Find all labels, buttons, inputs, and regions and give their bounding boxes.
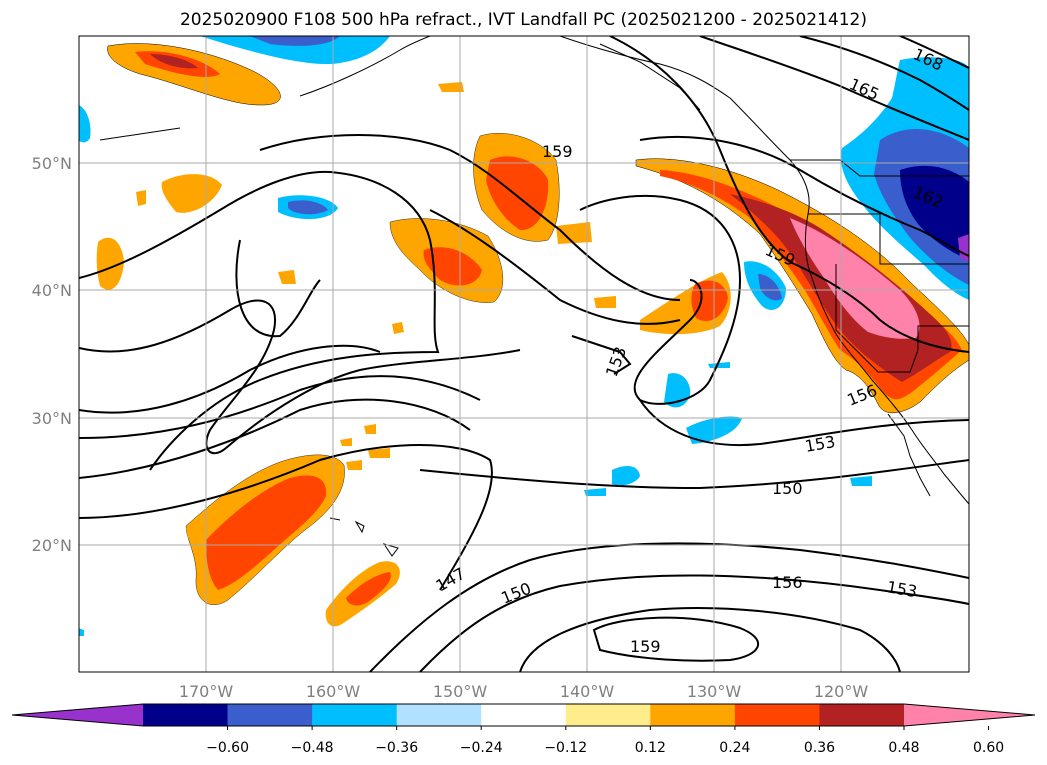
lon-label-160w: 160°W <box>306 682 361 701</box>
lat-label-40n: 40°N <box>32 281 72 300</box>
coastline-outlines <box>99 36 969 557</box>
colorbar-tick-label: 0.12 <box>635 740 666 756</box>
lat-label-30n: 30°N <box>32 409 72 428</box>
colorbar-outline <box>11 703 1036 727</box>
lat-label-20n: 20°N <box>32 536 72 555</box>
contour-label: 159 <box>630 637 661 656</box>
colorbar-tick-label: −0.12 <box>544 740 587 756</box>
lon-label-150w: 150°W <box>433 682 488 701</box>
colorbar-tick-label: −0.60 <box>206 740 249 756</box>
latitude-labels: 50°N 40°N 30°N 20°N <box>32 154 72 555</box>
contour-label: 156 <box>772 573 803 592</box>
colorbar-tick-label: 0.48 <box>888 740 919 756</box>
longitude-labels: 170°W 160°W 150°W 140°W 130°W 120°W <box>179 682 869 701</box>
graticule <box>79 36 969 672</box>
map-title: 2025020900 F108 500 hPa refract., IVT La… <box>179 10 867 30</box>
colorbar <box>11 703 1036 730</box>
lon-label-120w: 120°W <box>814 682 869 701</box>
shaded-anomaly-fields <box>79 36 969 636</box>
colorbar-segment <box>227 704 313 726</box>
colorbar-tick-label: −0.24 <box>460 740 503 756</box>
lon-label-170w: 170°W <box>179 682 234 701</box>
lat-label-50n: 50°N <box>32 154 72 173</box>
colorbar-tick-label: 0.36 <box>804 740 835 756</box>
colorbar-tick-labels: −0.60 −0.48 −0.36 −0.24 −0.12 0.12 0.24 … <box>206 740 1004 756</box>
colorbar-segment <box>734 704 820 726</box>
colorbar-extend-high <box>904 704 1035 726</box>
contour-label: 150 <box>772 479 803 498</box>
colorbar-segment <box>396 704 482 726</box>
colorbar-tick-label: −0.36 <box>375 740 418 756</box>
colorbar-extend-low <box>12 704 143 726</box>
height-contours <box>79 36 969 672</box>
map-frame <box>78 35 970 673</box>
colorbar-tick-label: 0.60 <box>973 740 1004 756</box>
map-plot-area: 168 165 162 159 159 153 156 153 150 147 … <box>79 36 969 672</box>
colorbar-tick-label: 0.24 <box>719 740 750 756</box>
lon-label-130w: 130°W <box>687 682 742 701</box>
contour-label: 159 <box>542 142 573 161</box>
colorbar-segment <box>312 704 398 726</box>
colorbar-segment <box>143 704 229 726</box>
colorbar-segment <box>650 704 736 726</box>
colorbar-segment <box>481 704 567 726</box>
colorbar-segment <box>819 704 905 726</box>
colorbar-segment <box>565 704 651 726</box>
colorbar-tick-label: −0.48 <box>291 740 334 756</box>
lon-label-140w: 140°W <box>560 682 615 701</box>
